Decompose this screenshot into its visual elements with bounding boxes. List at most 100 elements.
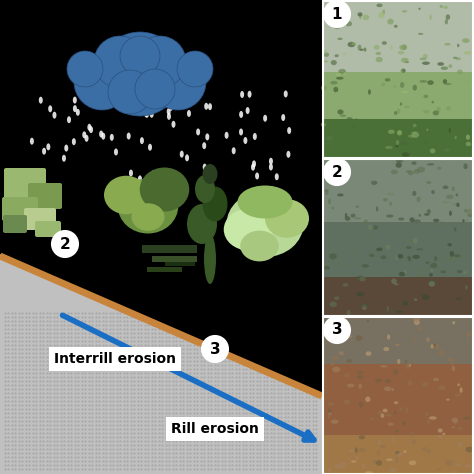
Ellipse shape [144, 110, 148, 118]
Ellipse shape [355, 447, 358, 453]
Ellipse shape [450, 251, 454, 257]
Ellipse shape [73, 97, 77, 104]
Bar [323, 317, 473, 474]
Ellipse shape [356, 275, 364, 281]
Ellipse shape [446, 195, 454, 199]
Ellipse shape [342, 15, 349, 18]
Ellipse shape [82, 131, 86, 138]
Ellipse shape [426, 337, 430, 342]
Ellipse shape [465, 285, 468, 290]
Ellipse shape [390, 46, 392, 50]
Ellipse shape [457, 270, 463, 273]
Ellipse shape [358, 383, 362, 389]
Ellipse shape [202, 186, 228, 221]
Ellipse shape [385, 78, 391, 82]
Ellipse shape [399, 272, 405, 276]
Ellipse shape [376, 206, 378, 211]
Ellipse shape [408, 135, 415, 138]
Ellipse shape [324, 50, 327, 54]
Ellipse shape [187, 90, 191, 97]
FancyBboxPatch shape [35, 221, 61, 237]
Circle shape [98, 32, 182, 116]
Ellipse shape [445, 256, 453, 261]
Ellipse shape [437, 468, 441, 470]
Ellipse shape [441, 66, 448, 70]
Ellipse shape [352, 124, 355, 128]
Ellipse shape [383, 198, 388, 201]
Bar [165, 262, 195, 266]
Ellipse shape [430, 268, 433, 273]
Ellipse shape [334, 296, 339, 300]
Ellipse shape [398, 51, 404, 55]
Ellipse shape [336, 77, 344, 80]
Ellipse shape [413, 85, 417, 91]
Ellipse shape [401, 58, 409, 63]
Ellipse shape [464, 51, 471, 55]
Ellipse shape [347, 383, 355, 387]
Ellipse shape [265, 199, 309, 238]
Ellipse shape [383, 9, 385, 14]
Ellipse shape [439, 5, 443, 8]
Ellipse shape [348, 457, 350, 461]
Circle shape [324, 1, 350, 27]
Bar [323, 317, 473, 365]
Ellipse shape [460, 387, 463, 393]
Ellipse shape [445, 83, 452, 85]
Ellipse shape [392, 436, 394, 442]
Ellipse shape [281, 114, 285, 121]
Ellipse shape [379, 445, 386, 448]
Ellipse shape [437, 62, 444, 66]
Ellipse shape [452, 366, 455, 372]
Ellipse shape [454, 419, 457, 425]
Ellipse shape [225, 132, 228, 139]
Ellipse shape [413, 317, 420, 322]
Ellipse shape [438, 385, 446, 390]
Ellipse shape [454, 254, 460, 257]
Ellipse shape [356, 335, 362, 341]
Ellipse shape [405, 360, 407, 364]
Ellipse shape [422, 382, 428, 387]
Ellipse shape [438, 428, 443, 433]
Ellipse shape [457, 44, 459, 47]
Ellipse shape [345, 216, 351, 221]
Text: Rill erosion: Rill erosion [171, 422, 259, 436]
Ellipse shape [447, 358, 455, 362]
Ellipse shape [358, 448, 365, 452]
Ellipse shape [240, 91, 244, 98]
Ellipse shape [99, 130, 103, 137]
Ellipse shape [323, 266, 330, 270]
Ellipse shape [104, 176, 148, 214]
Ellipse shape [437, 166, 441, 170]
Ellipse shape [380, 365, 388, 367]
Ellipse shape [419, 8, 421, 10]
Ellipse shape [464, 417, 470, 419]
Ellipse shape [138, 175, 142, 182]
Ellipse shape [101, 133, 105, 140]
Ellipse shape [359, 14, 362, 19]
Ellipse shape [443, 6, 448, 9]
Ellipse shape [374, 45, 380, 50]
Ellipse shape [348, 118, 350, 122]
Ellipse shape [324, 189, 328, 192]
Ellipse shape [414, 319, 420, 325]
Ellipse shape [462, 38, 470, 43]
Ellipse shape [227, 191, 303, 257]
Ellipse shape [396, 160, 403, 163]
Ellipse shape [362, 464, 365, 468]
Ellipse shape [167, 108, 171, 115]
Ellipse shape [365, 396, 370, 402]
Ellipse shape [445, 460, 453, 466]
Ellipse shape [413, 169, 420, 174]
Ellipse shape [413, 124, 417, 128]
Ellipse shape [442, 201, 450, 203]
Ellipse shape [386, 193, 394, 195]
Ellipse shape [365, 351, 372, 356]
Ellipse shape [359, 402, 364, 407]
Ellipse shape [187, 110, 191, 117]
Ellipse shape [345, 335, 352, 338]
Ellipse shape [252, 160, 256, 167]
Ellipse shape [411, 162, 417, 165]
Ellipse shape [376, 3, 383, 7]
Ellipse shape [395, 344, 400, 346]
Ellipse shape [338, 320, 340, 324]
